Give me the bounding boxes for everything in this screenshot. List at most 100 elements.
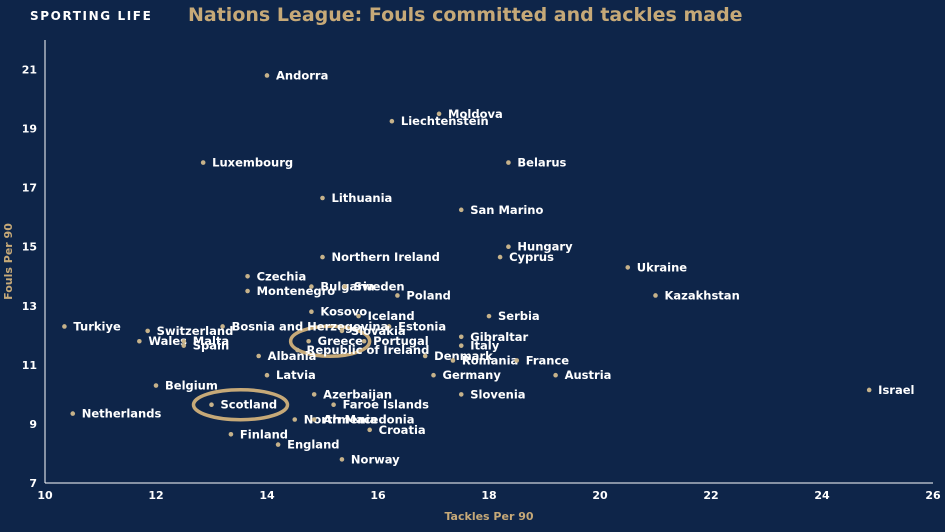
point-label: Ukraine	[637, 260, 688, 274]
point-label: Israel	[878, 383, 914, 397]
data-point	[436, 111, 442, 117]
data-point	[320, 195, 325, 201]
data-point	[367, 427, 372, 433]
point-label: Finland	[240, 427, 288, 441]
point-label: North Macedonia	[304, 413, 415, 427]
x-tick-label: 14	[259, 489, 275, 502]
point-label: Switzerland	[157, 324, 234, 338]
point-label: Poland	[406, 288, 450, 302]
data-point	[295, 347, 300, 353]
x-tick-label: 20	[592, 489, 608, 502]
x-tick-label: 12	[148, 489, 163, 502]
data-point	[386, 324, 392, 329]
x-tick-label: 18	[481, 489, 496, 502]
data-point	[181, 338, 187, 344]
y-tick-label: 15	[22, 241, 37, 254]
point-label: Austria	[565, 368, 612, 382]
y-tick-label: 21	[22, 64, 37, 77]
point-label: San Marino	[470, 203, 543, 217]
brand-logo: SPORTING LIFE	[30, 9, 153, 23]
point-label: Faroe Islands	[343, 398, 430, 412]
data-point	[275, 442, 281, 447]
point-label: Azerbaijan	[323, 387, 392, 401]
data-point	[256, 353, 261, 359]
data-point	[458, 207, 464, 213]
point-label: Armenia	[323, 413, 377, 427]
data-point	[292, 417, 298, 422]
point-label: Liechtenstein	[401, 114, 489, 128]
point-label: Cyprus	[509, 250, 554, 264]
axes	[44, 40, 933, 484]
x-tick-label: 26	[925, 489, 941, 502]
x-ticks: 10 12 14 16 18 20 22 24 26	[37, 489, 941, 502]
point-label: Lithuania	[332, 191, 393, 205]
point-label: Latvia	[276, 368, 316, 382]
point-label: Greece	[318, 334, 364, 348]
point-label: Kosovo	[320, 305, 367, 319]
point-label: Germany	[443, 368, 502, 382]
x-axis-label: Tackles Per 90	[444, 510, 533, 523]
data-point	[228, 431, 234, 437]
data-point	[220, 324, 225, 329]
data-point	[431, 372, 436, 378]
x-tick-label: 16	[370, 489, 386, 502]
data-point	[264, 73, 270, 78]
point-label: Gibraltar	[470, 330, 528, 344]
point-label: Netherlands	[82, 407, 162, 421]
point-label: England	[287, 438, 339, 452]
point-label: Czechia	[257, 269, 307, 283]
point-label: Bulgaria	[320, 280, 374, 294]
data-point	[361, 338, 367, 344]
y-tick-label: 17	[22, 182, 37, 195]
point-label: Belgium	[165, 379, 218, 393]
point-label: Malta	[193, 334, 229, 348]
x-tick-label: 24	[814, 489, 830, 502]
point-label: Albania	[268, 349, 317, 363]
data-point	[320, 254, 325, 260]
point-label: Hungary	[517, 240, 573, 254]
highlight-ring	[191, 387, 290, 422]
point-label: Norway	[351, 452, 400, 466]
point-label: Turkiye	[73, 319, 121, 333]
point-label: Romania	[462, 353, 518, 367]
data-point	[395, 293, 400, 298]
y-ticks: 7 9 11 13 15 17 19 21	[22, 64, 37, 490]
point-label: France	[526, 353, 570, 367]
y-tick-label: 19	[22, 123, 37, 136]
data-point	[245, 288, 250, 294]
data-point	[514, 358, 520, 363]
data-point	[153, 383, 159, 388]
point-label: Sweden	[354, 280, 405, 294]
data-point	[137, 338, 142, 344]
data-point	[389, 118, 395, 124]
data-point	[309, 309, 314, 315]
y-axis-label: Fouls Per 90	[2, 223, 15, 300]
data-point	[458, 334, 464, 340]
point-label: Slovakia	[351, 324, 406, 338]
data-point	[625, 265, 631, 270]
highlight-rings	[191, 324, 372, 422]
data-point	[422, 353, 428, 359]
highlight-ring	[288, 324, 372, 358]
point-label: Wales	[148, 334, 187, 348]
data-point	[311, 417, 317, 422]
data-point	[553, 372, 558, 378]
data-point	[309, 284, 314, 289]
point-label: Spain	[193, 339, 229, 353]
point-label: Luxembourg	[212, 156, 293, 170]
point-label: Slovenia	[470, 387, 525, 401]
y-tick-label: 9	[29, 418, 37, 431]
data-point	[458, 343, 464, 348]
data-point	[506, 244, 511, 250]
data-point	[339, 457, 345, 462]
point-label: Belarus	[517, 156, 566, 170]
data-point	[866, 387, 872, 393]
point-label: Estonia	[398, 319, 446, 333]
data-point	[342, 284, 348, 289]
data-point	[486, 313, 492, 319]
data-point	[653, 293, 658, 298]
data-point	[458, 392, 464, 397]
data-point	[209, 402, 214, 408]
data-point	[181, 343, 187, 348]
